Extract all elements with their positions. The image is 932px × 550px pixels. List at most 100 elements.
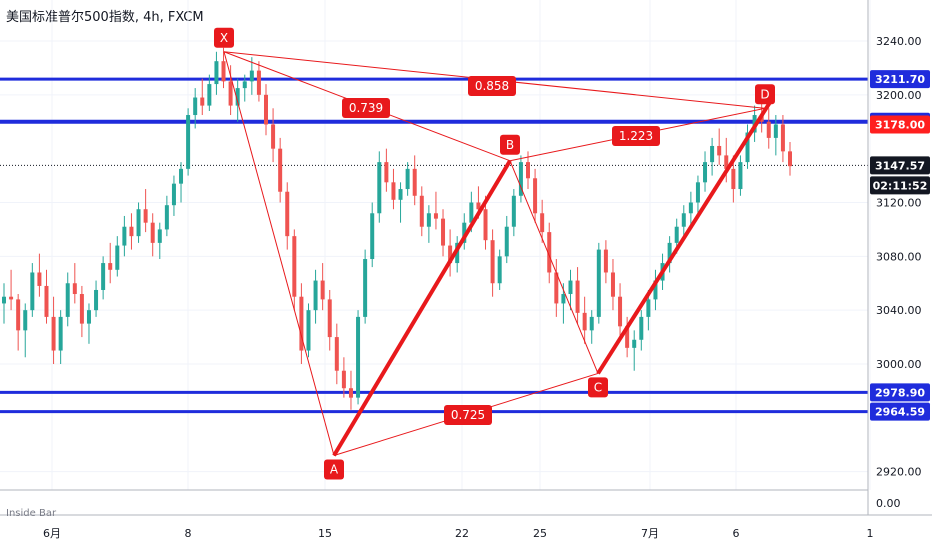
candle-body	[150, 222, 155, 243]
candle-body	[256, 70, 261, 95]
pattern-point-c	[588, 377, 608, 398]
price-line-badge	[870, 402, 930, 421]
candle-body	[79, 294, 84, 324]
candle-body	[249, 70, 254, 82]
y-tick-label: 3080.00	[876, 250, 922, 263]
candle-body	[561, 294, 566, 304]
pattern-leg	[223, 51, 335, 456]
candle-body	[653, 280, 658, 300]
candle-body	[221, 61, 226, 82]
candle-body	[65, 283, 70, 317]
x-tick-label: 15	[318, 527, 332, 540]
x-tick-label: 6	[733, 527, 740, 540]
candle-body	[363, 259, 368, 317]
y-tick-label: 3200.00	[876, 89, 922, 102]
price-badge-label: 02:11:52	[873, 179, 928, 192]
price-axis[interactable]: 3240.00 3200.00 3120.00 3080.00 3040.00 3000.…	[867, 0, 930, 515]
time-axis[interactable]: 6月 8 15 22 25 7月 6 1	[0, 514, 932, 540]
candle-body	[370, 213, 375, 260]
candle-body	[674, 226, 679, 243]
candle-body	[136, 209, 141, 237]
price-badge	[870, 115, 930, 134]
ratio-badge	[444, 405, 492, 425]
candle-body	[568, 280, 573, 295]
candle-body	[235, 88, 240, 106]
price-line-badge	[870, 70, 930, 89]
candle-body	[703, 162, 708, 183]
candle-body	[433, 213, 438, 219]
candle-body	[377, 162, 382, 214]
candle-body	[582, 312, 587, 331]
price-badge-label: 3147.57	[875, 159, 925, 172]
price-badge-label: 3178.00	[875, 118, 925, 131]
pattern-leg-cd	[596, 101, 772, 375]
candle-body	[724, 155, 729, 169]
candle-body	[773, 124, 778, 138]
candle-body	[2, 296, 6, 304]
candle-body	[115, 245, 120, 270]
candle-body	[391, 182, 396, 200]
candle-body	[681, 213, 686, 227]
ratio-label: 0.739	[349, 101, 383, 115]
candle-body	[207, 84, 212, 106]
candle-body	[242, 81, 247, 89]
pattern-point-label: C	[594, 380, 602, 394]
x-tick-label: 7月	[641, 527, 659, 540]
x-tick-label: 8	[185, 527, 192, 540]
pattern-point-label: B	[506, 138, 514, 152]
x-tick-label: 25	[533, 527, 547, 540]
candle-body	[320, 280, 325, 300]
candle-body	[731, 168, 736, 190]
candle-body	[625, 326, 630, 348]
candle-body	[632, 339, 637, 348]
candle-body	[271, 124, 276, 149]
candle-body	[766, 121, 771, 138]
candle-body	[108, 263, 113, 270]
price-line-label: 2978.90	[875, 386, 925, 399]
pattern-point-a	[324, 459, 344, 480]
ratio-badge	[342, 98, 390, 118]
candle-body	[596, 249, 601, 317]
candle-body	[667, 242, 672, 264]
candle-body	[157, 229, 162, 243]
candle-body	[603, 249, 608, 273]
candle-body	[490, 240, 495, 284]
price-badge	[870, 156, 930, 175]
pattern-point-label: D	[760, 87, 769, 101]
candle-body	[426, 213, 431, 227]
candle-body	[9, 296, 14, 300]
candle-body	[200, 97, 205, 106]
pattern-point-b	[500, 134, 520, 155]
ratio-label: 1.223	[619, 129, 653, 143]
candle-body	[341, 370, 346, 389]
candle-body	[51, 316, 56, 351]
y-tick-label: 3240.00	[876, 35, 922, 48]
candle-body	[348, 388, 353, 398]
candle-body	[405, 168, 410, 190]
candle-body	[101, 263, 106, 290]
candle-body	[30, 272, 35, 311]
pattern-point-label: A	[330, 463, 339, 477]
candle-body	[228, 81, 233, 106]
x-tick-label: 6月	[43, 527, 61, 540]
candle-body	[540, 213, 545, 233]
candle-body	[497, 256, 502, 284]
candle-body	[37, 272, 42, 286]
x-tick-label: 1	[867, 527, 874, 540]
candle-body	[143, 209, 148, 223]
candle-body	[86, 310, 91, 324]
candle-body	[504, 226, 509, 257]
y-tick-label: 3000.00	[876, 358, 922, 371]
candle-body	[179, 168, 184, 184]
candle-body	[129, 226, 134, 237]
candle-body	[412, 168, 417, 196]
candle-body	[462, 222, 467, 243]
y-tick-label: 2920.00	[876, 466, 922, 479]
indicator-value: 0.00	[876, 497, 901, 510]
indicator-name: Inside Bar	[6, 508, 57, 519]
candle-body	[292, 236, 297, 297]
candle-body	[16, 299, 21, 331]
pattern-point-x	[214, 27, 234, 48]
xabcd-pattern[interactable]: X A B C D 0.858 0.739 1.223 0.725	[214, 27, 775, 480]
